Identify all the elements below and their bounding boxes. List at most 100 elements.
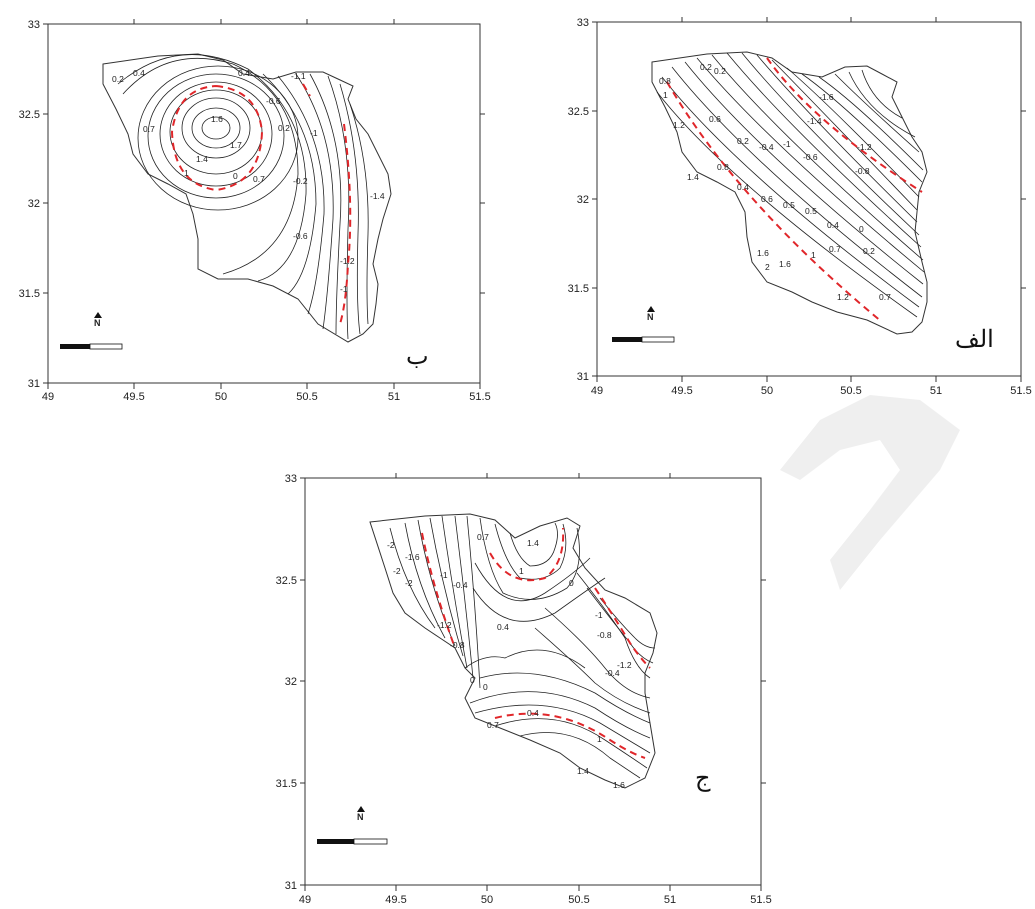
panel-alef-letter: الف bbox=[955, 325, 994, 353]
panel-jim-scale-bar bbox=[317, 838, 388, 845]
contour-label: 0.4 bbox=[527, 708, 539, 718]
panel-b-xtick: 50 bbox=[215, 391, 227, 403]
contour-label: -0.8 bbox=[855, 166, 870, 176]
contour-label: 0 bbox=[483, 682, 488, 692]
panel-jim-region-outline bbox=[369, 513, 658, 789]
contour-label: -0.2 bbox=[293, 176, 308, 186]
contour-label: -1 bbox=[783, 139, 791, 149]
panel-b-xtick: 49.5 bbox=[123, 391, 144, 403]
panel-b-scale-bar bbox=[60, 343, 123, 350]
contour-label: 0.5 bbox=[805, 206, 817, 216]
panel-alef-ytick: 33 bbox=[577, 17, 589, 29]
panel-jim-isolines bbox=[389, 515, 656, 779]
contour-label: 0.7 bbox=[477, 532, 489, 542]
panel-alef-xtick: 50 bbox=[761, 385, 773, 397]
panel-alef-xtick: 49 bbox=[591, 385, 603, 397]
contour-label: 0.2 bbox=[737, 136, 749, 146]
contour-label: 0.6 bbox=[709, 114, 721, 124]
panel-alef-x-ticks: 49 49.5 50 50.5 51 51.5 bbox=[591, 17, 1032, 397]
contour-label: 1 bbox=[184, 168, 189, 178]
contour-label: 1 bbox=[519, 566, 524, 576]
panel-alef-xtick: 51.5 bbox=[1010, 385, 1031, 397]
panel-jim-ytick: 32.5 bbox=[276, 575, 297, 587]
contour-label: -0.4 bbox=[759, 142, 774, 152]
panel-b-isolines bbox=[117, 54, 369, 340]
contour-label: -0.6 bbox=[293, 231, 308, 241]
contour-label: -0.4 bbox=[453, 580, 468, 590]
contour-label: 0.6 bbox=[761, 194, 773, 204]
north-arrow-label: N bbox=[94, 318, 101, 328]
panel-jim-xtick: 51 bbox=[664, 894, 676, 906]
contour-label: -0.6 bbox=[803, 152, 818, 162]
panel-b-north-arrow: N bbox=[94, 312, 102, 328]
contour-label: 0.2 bbox=[700, 62, 712, 72]
contour-label: 2 bbox=[765, 262, 770, 272]
panel-alef-y-ticks: 31 31.5 32 32.5 33 bbox=[568, 17, 1026, 383]
contour-label: -1.6 bbox=[405, 552, 420, 562]
panel-alef-ytick: 31.5 bbox=[568, 283, 589, 295]
contour-label: -2 bbox=[393, 566, 401, 576]
contour-label: -0.8 bbox=[597, 630, 612, 640]
contour-label: 1.2 bbox=[673, 120, 685, 130]
contour-label: 0.4 bbox=[737, 182, 749, 192]
panel-alef-xtick: 50.5 bbox=[840, 385, 861, 397]
panel-jim: 49 49.5 50 50.5 51 51.5 31 31.5 32 32.5 … bbox=[276, 473, 772, 906]
contour-label: -1.2 bbox=[617, 660, 632, 670]
panel-alef-scale-bar bbox=[612, 336, 675, 343]
panel-alef-isolines bbox=[656, 52, 925, 323]
panel-alef-contour-labels: 0.8 1 0.2 0.2 -1.6 -1.4 -1.2 -1 -0.6 -0.… bbox=[659, 62, 891, 302]
panel-b-region-outline bbox=[102, 53, 392, 343]
contour-label: 0.2 bbox=[112, 74, 124, 84]
contour-label: 1 bbox=[597, 734, 602, 744]
contour-label: -0.8 bbox=[450, 640, 465, 650]
contour-label: 0.7 bbox=[879, 292, 891, 302]
contour-label: -0.4 bbox=[605, 668, 620, 678]
contour-label: -1.6 bbox=[819, 92, 834, 102]
contour-label: 0.7 bbox=[487, 720, 499, 730]
contour-label: -1.1 bbox=[291, 71, 306, 81]
contour-label: 0.8 bbox=[717, 162, 729, 172]
contour-label: 1.4 bbox=[196, 154, 208, 164]
contour-label: 1.4 bbox=[687, 172, 699, 182]
panel-b-xtick: 51 bbox=[388, 391, 400, 403]
contour-label: -1.2 bbox=[437, 620, 452, 630]
panel-alef-ytick: 32 bbox=[577, 194, 589, 206]
contour-label: -1.4 bbox=[807, 116, 822, 126]
panel-jim-ytick: 32 bbox=[285, 676, 297, 688]
panel-jim-ytick: 31 bbox=[285, 880, 297, 892]
contour-label: 0.5 bbox=[783, 200, 795, 210]
contour-label: -1 bbox=[595, 610, 603, 620]
contour-label: 1.6 bbox=[757, 248, 769, 258]
panel-alef-ytick: 31 bbox=[577, 371, 589, 383]
contour-label: 0.4 bbox=[133, 68, 145, 78]
panel-alef: 49 49.5 50 50.5 51 51.5 31 31.5 32 32.5 … bbox=[568, 17, 1032, 397]
contour-label: 0.7 bbox=[829, 244, 841, 254]
contour-label: -1 bbox=[310, 128, 318, 138]
panel-jim-ytick: 31.5 bbox=[276, 778, 297, 790]
contour-label: 0 bbox=[470, 675, 475, 685]
panel-b: 49 49.5 50 50.5 51 51.5 31 31.5 32 32.5 … bbox=[19, 19, 491, 403]
panel-alef-ytick: 32.5 bbox=[568, 106, 589, 118]
north-arrow-label: N bbox=[357, 812, 364, 822]
panel-jim-x-ticks: 49 49.5 50 50.5 51 51.5 bbox=[299, 473, 772, 906]
contour-label: 0 bbox=[569, 578, 574, 588]
panel-b-x-ticks: 49 49.5 50 50.5 51 51.5 bbox=[42, 19, 491, 403]
contour-label: 1.4 bbox=[577, 766, 589, 776]
contour-label: 1 bbox=[811, 250, 816, 260]
panel-jim-contour-labels: -2 -1.6 -2 -2 -1 -0.4 -1.2 -0.8 0.7 1.4 … bbox=[387, 532, 632, 790]
panel-jim-xtick: 49.5 bbox=[385, 894, 406, 906]
contour-label: 0.8 bbox=[659, 76, 671, 86]
panel-jim-ytick: 33 bbox=[285, 473, 297, 485]
contour-label: 0.4 bbox=[497, 622, 509, 632]
contour-label: 1.7 bbox=[230, 140, 242, 150]
contour-label: 0.7 bbox=[253, 174, 265, 184]
contour-label: -1.4 bbox=[370, 191, 385, 201]
panel-b-ytick: 32.5 bbox=[19, 109, 40, 121]
panel-b-ytick: 33 bbox=[28, 19, 40, 31]
panel-b-ytick: 32 bbox=[28, 198, 40, 210]
panel-alef-north-arrow: N bbox=[647, 306, 655, 322]
panel-alef-xtick: 49.5 bbox=[671, 385, 692, 397]
contour-label: 1.6 bbox=[613, 780, 625, 790]
panel-jim-xtick: 49 bbox=[299, 894, 311, 906]
